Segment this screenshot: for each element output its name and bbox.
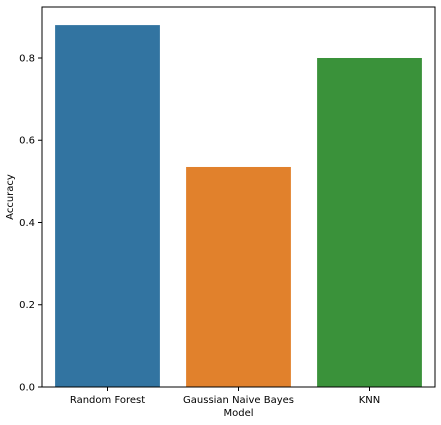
x-axis-label: Model [223, 408, 253, 419]
x-tick-label: Gaussian Naive Bayes [183, 395, 294, 406]
plot-frame [41, 6, 436, 388]
bar-gaussian-naive-bayes [186, 166, 291, 387]
x-tick-label: KNN [359, 395, 381, 406]
x-tick-label: Random Forest [70, 395, 145, 406]
y-tick-label: 0.0 [19, 383, 35, 394]
bars-group [55, 25, 422, 388]
y-axis-ticks: 0.0 0.2 0.4 0.6 0.8 [19, 53, 42, 394]
y-tick-label: 0.2 [19, 300, 35, 311]
y-axis-label: Accuracy [5, 174, 16, 220]
y-tick-label: 0.4 [19, 218, 35, 229]
bar-random-forest [55, 25, 160, 387]
x-axis-ticks: Random Forest Gaussian Naive Bayes KNN [70, 387, 380, 406]
y-tick-label: 0.8 [19, 53, 35, 64]
y-tick-label: 0.6 [19, 136, 35, 147]
bar-knn [317, 57, 422, 388]
